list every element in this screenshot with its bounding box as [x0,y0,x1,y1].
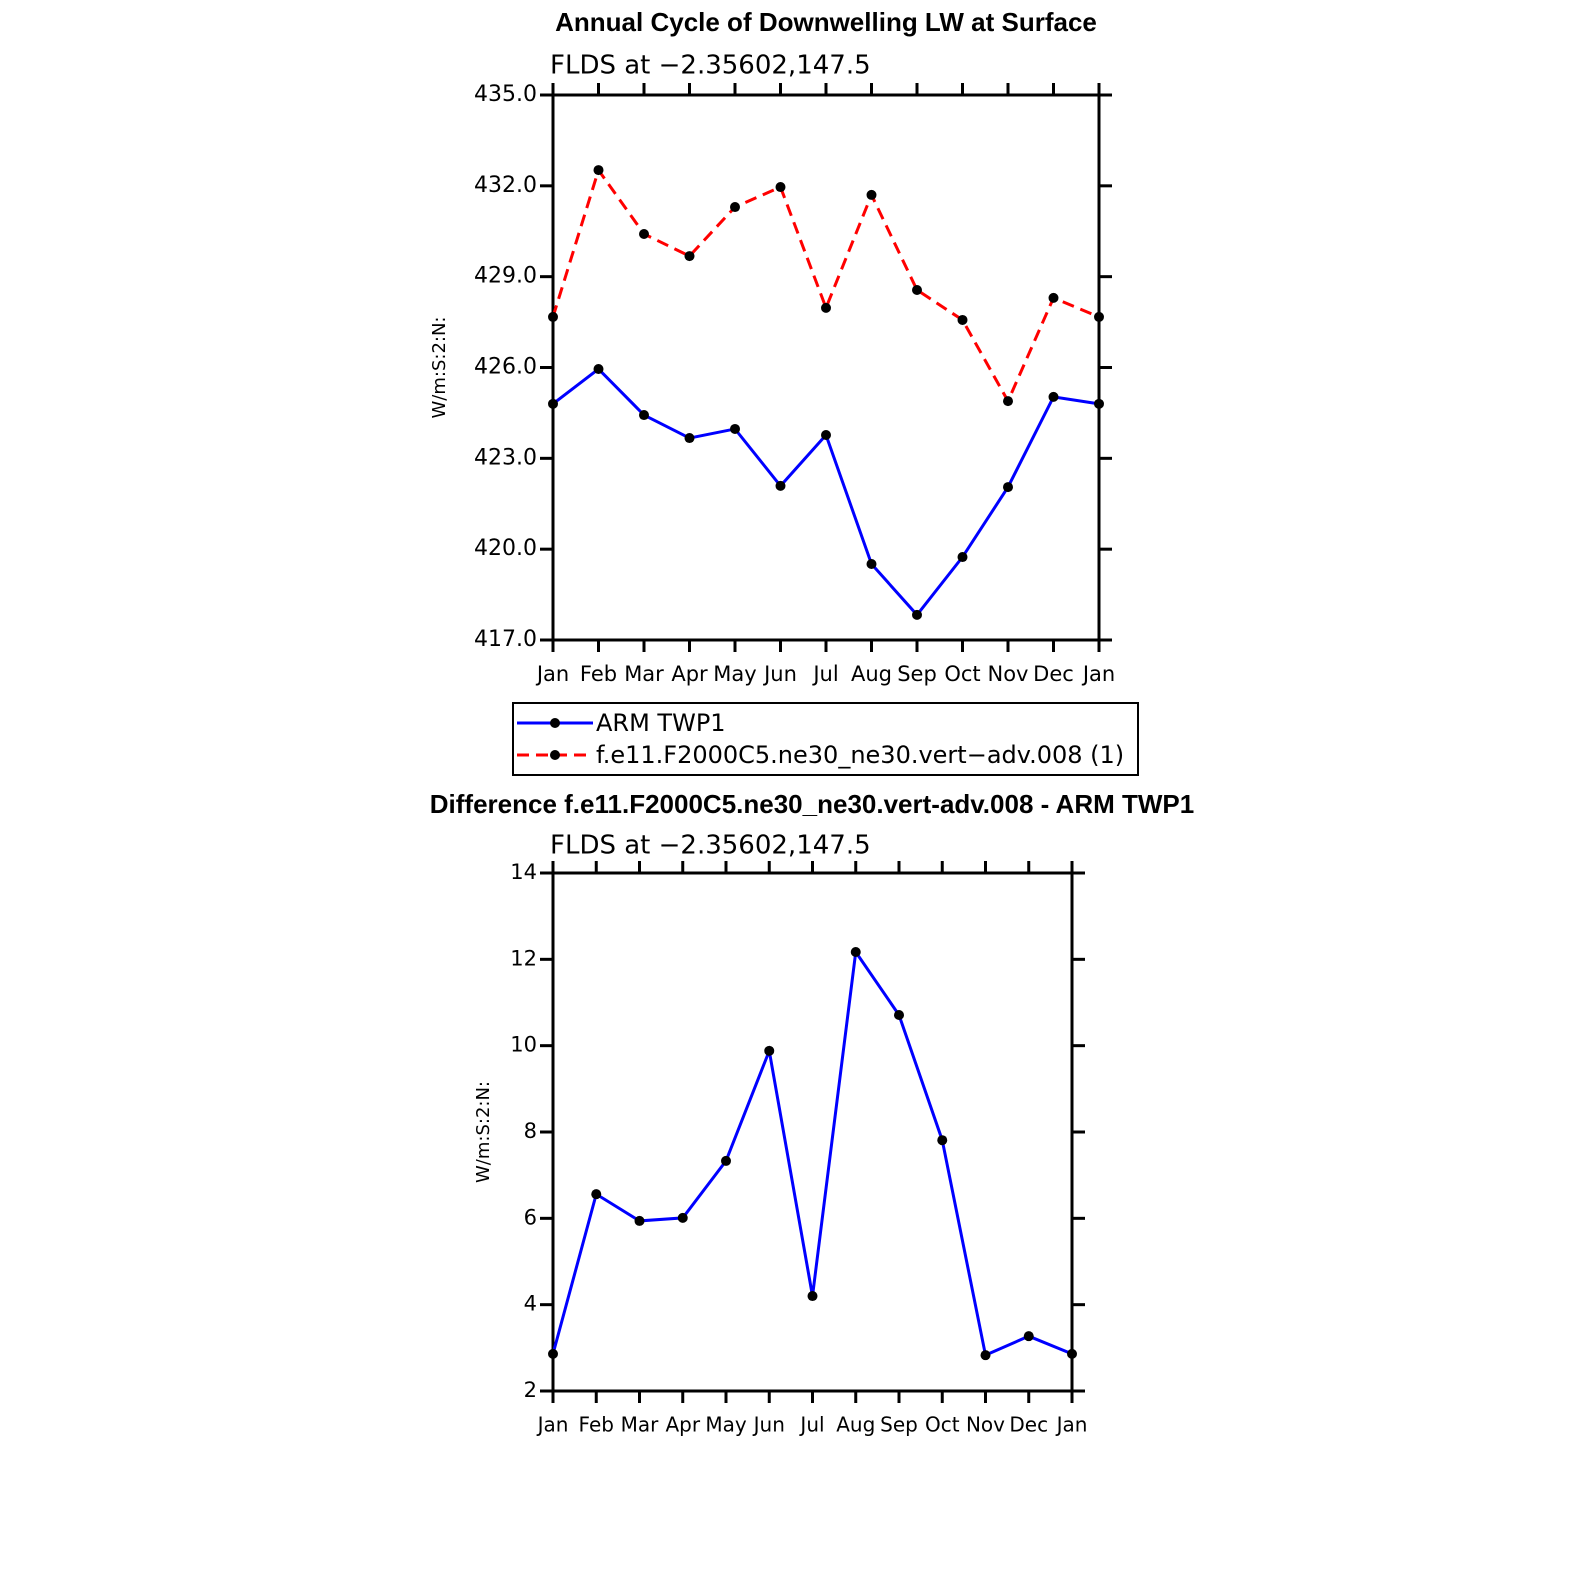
chart-title: Annual Cycle of Downwelling LW at Surfac… [555,7,1097,37]
legend-box [512,702,1139,776]
data-point [912,284,922,295]
x-tick-label: Sep [880,1413,918,1437]
x-tick-label: Apr [671,662,708,686]
data-point [721,1155,731,1166]
y-tick-label: 8 [524,1119,537,1143]
x-tick-label: Mar [621,1413,660,1437]
x-tick-label: Feb [579,1413,614,1437]
data-point [684,433,695,444]
x-tick-label: May [705,1413,747,1437]
data-point [821,302,831,313]
data-point [1094,311,1104,322]
x-tick-label: Oct [944,662,980,686]
legend-marker [550,718,560,728]
y-tick-label: 12 [510,946,537,970]
x-tick-label: Dec [1009,1413,1048,1437]
data-point [548,1348,558,1359]
x-tick-label: Jan [536,1413,569,1437]
data-point [957,314,968,325]
plot-frame [551,871,1074,1393]
x-tick-label: Oct [925,1413,960,1437]
x-tick-label: Jan [535,662,569,686]
x-tick-label: Aug [851,662,892,686]
data-point [730,423,740,434]
chart-subtitle: FLDS at −2.35602,147.5 [550,831,871,861]
data-point [866,559,877,570]
data-point [807,1291,818,1302]
x-tick-label: Jun [752,1413,785,1437]
x-tick-label: Jul [798,1413,824,1437]
data-point [591,1189,602,1200]
data-point [1003,482,1013,493]
y-tick-label: 426.0 [474,355,537,380]
legend-marker [550,750,560,760]
x-tick-label: Jul [811,662,838,686]
x-tick-label: Aug [836,1413,875,1437]
x-tick-label: Nov [966,1413,1005,1437]
data-point [639,228,649,239]
data-point [1048,292,1059,303]
data-point [937,1135,948,1146]
x-tick-label: Sep [897,662,937,686]
data-point [912,609,922,620]
y-tick-label: 4 [524,1292,537,1316]
data-point [775,480,786,491]
data-point [957,552,968,563]
chart-title: Difference f.e11.F2000C5.ne30_ne30.vert-… [430,789,1194,819]
data-point [1023,1331,1034,1342]
data-point [1048,391,1059,402]
x-tick-label: Feb [580,662,617,686]
y-tick-label: 417.0 [474,627,537,652]
x-tick-label: Jan [1081,662,1115,686]
y-tick-label: 10 [510,1033,537,1057]
plot-frame [551,93,1101,642]
y-tick-label: 420.0 [474,536,537,561]
data-point [894,1010,904,1021]
data-point [684,251,695,262]
data-point [730,202,740,213]
x-tick-label: Jan [1055,1413,1088,1437]
y-tick-label: 2 [524,1378,537,1402]
legend-label: ARM TWP1 [596,709,726,737]
x-tick-label: Dec [1033,662,1074,686]
data-point [980,1350,991,1361]
data-point [593,364,604,375]
data-point [677,1212,688,1223]
chart-subtitle: FLDS at −2.35602,147.5 [550,51,871,81]
y-tick-label: 6 [524,1205,537,1229]
y-tick-label: 432.0 [474,173,537,198]
legend-label: f.e11.F2000C5.ne30_ne30.vert−adv.008 (1) [596,741,1124,769]
x-tick-label: Nov [988,662,1029,686]
data-point [593,165,604,176]
data-point [850,946,861,957]
data-point [1003,396,1013,407]
data-point [821,430,831,441]
x-tick-label: Mar [624,662,664,686]
data-point [775,182,786,193]
data-point [639,410,649,421]
y-tick-label: 423.0 [474,445,537,470]
y-axis-label: W/m:S:2:N: [429,317,450,419]
x-tick-label: Jun [762,662,797,686]
y-tick-label: 435.0 [474,82,537,107]
y-tick-label: 14 [510,860,537,884]
y-axis-label: W/m:S:2:N: [473,1081,494,1183]
data-point [866,189,877,200]
data-point [1067,1348,1077,1359]
data-point [548,311,558,322]
y-tick-label: 429.0 [474,264,537,289]
x-tick-label: Apr [665,1413,700,1437]
data-point [1094,398,1104,409]
data-point [764,1045,775,1056]
data-point [548,398,558,409]
data-point [634,1215,645,1226]
x-tick-label: May [713,662,756,686]
